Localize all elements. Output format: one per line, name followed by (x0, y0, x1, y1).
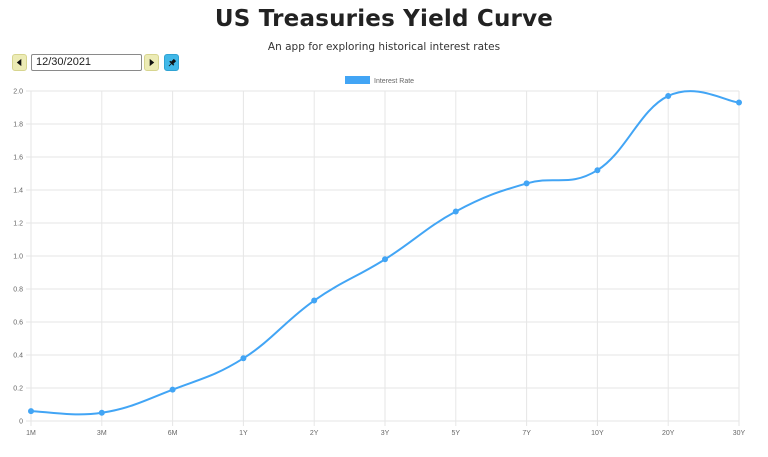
data-point (594, 167, 601, 174)
caret-left-icon (16, 58, 22, 67)
data-point (523, 180, 530, 187)
y-tick-label: 0.6 (13, 320, 23, 327)
data-point (28, 408, 34, 415)
caret-right-icon (149, 58, 155, 67)
data-point (452, 208, 459, 215)
x-tick-label: 1M (26, 430, 36, 437)
y-tick-label: 1.8 (13, 122, 23, 129)
data-point (665, 92, 672, 99)
y-tick-label: 1.4 (13, 188, 23, 195)
data-point (382, 256, 388, 263)
y-tick-label: 1.6 (13, 155, 23, 162)
y-tick-label: 1.0 (13, 254, 23, 261)
data-point (240, 355, 247, 362)
data-point (98, 409, 105, 416)
x-tick-label: 30Y (733, 430, 746, 437)
page-subtitle: An app for exploring historical interest… (267, 41, 501, 53)
y-tick-label: 0.2 (13, 386, 23, 393)
x-tick-label: 20Y (662, 430, 675, 437)
y-tick-label: 0 (19, 419, 23, 426)
x-tick-label: 3M (97, 430, 107, 437)
x-axis: 1M 3M 6M 1Y 2Y 3Y 5Y 7Y 10Y 20Y 30Y (26, 430, 745, 437)
x-tick-label: 3Y (381, 430, 390, 437)
legend-swatch (345, 76, 370, 84)
date-input[interactable]: 12/30/2021 (31, 54, 142, 71)
y-tick-label: 0.4 (13, 353, 23, 360)
grid (26, 90, 740, 426)
y-tick-label: 0.8 (13, 287, 23, 294)
legend-label: Interest Rate (374, 78, 414, 85)
page-title: US Treasuries Yield Curve (214, 6, 554, 32)
x-tick-label: 10Y (591, 430, 604, 437)
next-date-button[interactable] (144, 54, 159, 71)
x-tick-label: 7Y (522, 430, 531, 437)
data-point (311, 297, 318, 304)
y-tick-label: 2.0 (13, 89, 23, 96)
x-tick-label: 1Y (239, 430, 248, 437)
y-tick-label: 1.2 (13, 221, 23, 228)
x-tick-label: 6M (168, 430, 178, 437)
series-points (28, 92, 742, 416)
legend: Interest Rate (345, 76, 414, 85)
data-point (736, 99, 742, 106)
x-tick-label: 5Y (452, 430, 461, 437)
y-axis: 0 0.2 0.4 0.6 0.8 1.0 1.2 1.4 1.6 1.8 2.0 (13, 89, 23, 426)
pin-icon (168, 58, 176, 66)
data-point (169, 386, 176, 393)
previous-date-button[interactable] (12, 54, 27, 71)
x-tick-label: 2Y (310, 430, 319, 437)
pin-button[interactable] (164, 54, 179, 71)
